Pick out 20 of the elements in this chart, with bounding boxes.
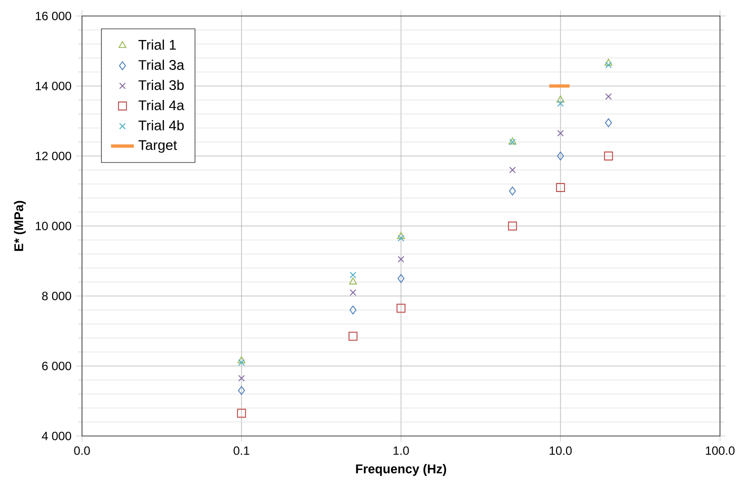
y-tick-label: 14 000 — [36, 82, 72, 90]
x-tick-label: 0.1 — [234, 446, 250, 455]
x-tick-label: 10.0 — [550, 446, 572, 455]
y-tick-label: 4 000 — [42, 432, 72, 440]
y-tick-label: 8 000 — [42, 292, 72, 300]
x-axis-title: Frequency (Hz) — [356, 464, 446, 476]
legend-label: Trial 4b — [138, 120, 184, 130]
y-tick-label: 10 000 — [36, 222, 72, 230]
y-tick-label: 6 000 — [42, 362, 72, 370]
y-tick-label: 16 000 — [36, 12, 72, 20]
legend-label: Trial 3a — [138, 60, 184, 70]
x-tick-label: 1.0 — [394, 446, 409, 455]
legend-label: Trial 4a — [138, 100, 184, 110]
legend-label: Trial 3b — [138, 80, 184, 90]
y-axis-title: E* (MPa) — [14, 200, 26, 251]
legend-label: Target — [138, 140, 177, 153]
legend-label: Trial 1 — [138, 40, 176, 50]
y-tick-label: 12 000 — [36, 152, 72, 160]
x-tick-label: 100.0 — [706, 446, 735, 455]
x-tick-label: 0.0 — [74, 446, 90, 455]
